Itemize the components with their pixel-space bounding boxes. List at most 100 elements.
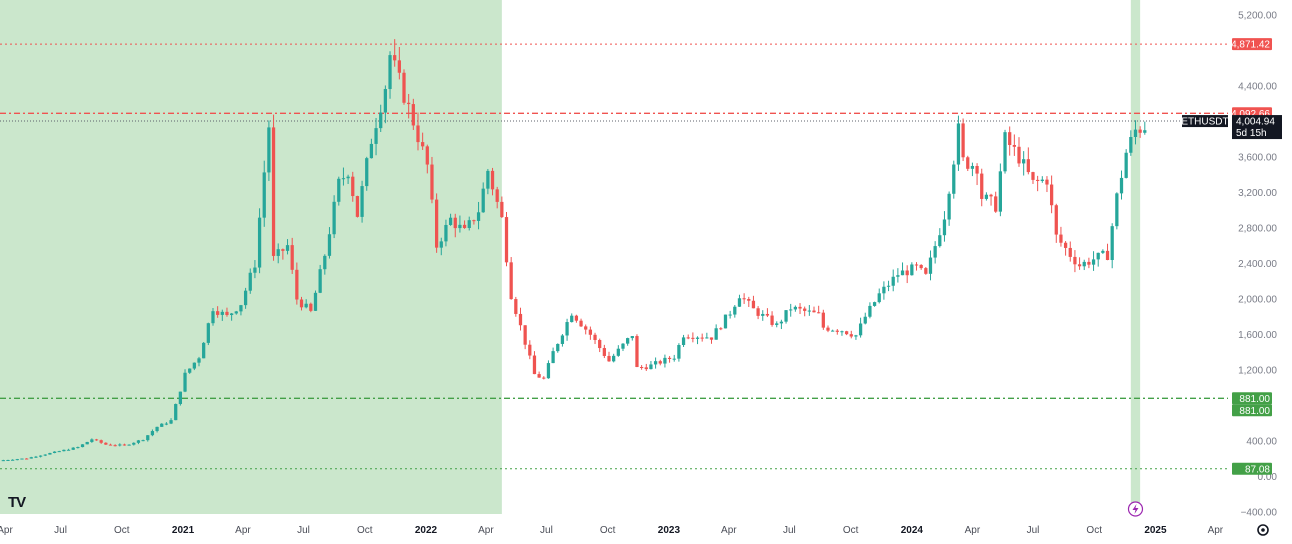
candle-body-12 (57, 451, 61, 453)
candle-body-225 (1049, 184, 1054, 206)
time-tick-5: Jul (297, 525, 310, 536)
candle-body-176 (821, 312, 825, 328)
candle-body-19 (90, 439, 94, 442)
candle-body-122 (570, 315, 574, 323)
price-tick-2: 3,600.00 (1238, 153, 1277, 164)
candle-body-162 (756, 308, 760, 316)
time-tick-12: Apr (721, 525, 737, 536)
candle-body-239 (1115, 193, 1119, 227)
candle-body-227 (1059, 234, 1063, 243)
candle-body-8 (38, 455, 43, 457)
tradingview-logo[interactable]: TV (8, 494, 26, 511)
candle-body-149 (695, 337, 700, 339)
price-tick-7: 1,600.00 (1238, 330, 1277, 341)
candle-body-200 (933, 246, 937, 258)
candle-body-159 (742, 298, 746, 300)
candle-body-230 (1073, 256, 1077, 265)
candle-body-92 (430, 164, 434, 200)
level-badge-label-1: 4,092.66 (1231, 109, 1270, 120)
candle-body-178 (831, 330, 835, 332)
time-tick-7: 2022 (415, 525, 438, 536)
candle-body-60 (281, 249, 285, 251)
candle-body-190 (886, 285, 891, 287)
candle-body-56 (262, 172, 266, 218)
time-tick-1: Jul (54, 525, 67, 536)
time-tick-6: Oct (357, 525, 373, 536)
level-badge-label-0: 4,871.42 (1231, 40, 1270, 51)
candle-body-134 (626, 338, 630, 344)
candle-body-226 (1054, 205, 1058, 235)
candle-body-112 (523, 325, 527, 345)
candle-body-130 (607, 355, 611, 362)
time-tick-11: 2023 (658, 525, 681, 536)
candle-body-74 (346, 176, 350, 179)
candle-body-1 (6, 459, 10, 461)
price-tick-8: 1,200.00 (1238, 366, 1277, 377)
level-badge-0 (1232, 38, 1272, 51)
time-tick-2: Oct (114, 525, 130, 536)
time-axis: Apr Jul Oct 2021 Apr Jul Oct 2022 Apr Jul Oct 2023 A… (0, 525, 1224, 536)
candle-body-71 (332, 201, 336, 235)
candle-body-9 (43, 454, 47, 456)
time-tick-14: Oct (843, 525, 859, 536)
candle-body-136 (635, 336, 639, 368)
candle-body-183 (854, 335, 858, 337)
candle-body-175 (817, 312, 821, 314)
candle-body-80 (374, 128, 378, 144)
time-tick-15: 2024 (901, 525, 924, 536)
candle-body-13 (62, 449, 66, 452)
candle-body-30 (141, 440, 145, 442)
candle-body-177 (826, 327, 830, 331)
candle-body-133 (621, 343, 625, 349)
candle-body-116 (542, 377, 546, 379)
time-tick-10: Oct (600, 525, 616, 536)
candle-body-4 (20, 458, 24, 460)
candle-body-96 (448, 217, 453, 225)
candle-body-189 (882, 286, 886, 294)
candle-body-21 (99, 440, 103, 443)
candle-body-245 (1143, 130, 1147, 133)
gear-icon[interactable] (1257, 524, 1269, 536)
candle-body-113 (528, 344, 532, 356)
candle-body-7 (34, 456, 38, 458)
candle-body-114 (532, 355, 537, 375)
time-tick-3: 2021 (172, 525, 195, 536)
candle-body-154 (719, 328, 723, 330)
candle-body-131 (612, 355, 616, 362)
candle-body-138 (644, 367, 648, 370)
candle-body-26 (122, 444, 127, 446)
candle-body-15 (71, 447, 75, 450)
candle-body-235 (1096, 252, 1100, 260)
candle-body-229 (1068, 247, 1072, 257)
candle-body-66 (309, 303, 313, 311)
candle-body-127 (593, 334, 597, 340)
candle-body-23 (108, 444, 113, 446)
candle-body-0 (1, 460, 5, 462)
candle-body-94 (439, 241, 443, 248)
price-tick-5: 2,400.00 (1238, 259, 1277, 270)
candle-body-69 (323, 255, 327, 270)
candle-body-217 (1012, 145, 1016, 147)
candle-body-6 (29, 457, 33, 459)
candle-body-81 (379, 112, 383, 129)
icons (1127, 501, 1269, 536)
candle-body-182 (849, 334, 853, 337)
candle-body-209 (975, 165, 979, 174)
time-tick-17: Jul (1027, 525, 1040, 536)
candle-body-166 (775, 323, 779, 325)
candle-body-58 (271, 127, 276, 256)
level-badge-4 (1232, 404, 1272, 417)
candle-body-42 (197, 358, 201, 363)
candle-body-97 (453, 217, 457, 229)
candle-body-179 (835, 330, 839, 332)
candle-body-202 (942, 219, 947, 236)
price-axis: 5,200.00 4,400.00 3,600.00 3,200.00 2,800.00… (1238, 11, 1277, 519)
candle-body-119 (556, 343, 560, 352)
lightning-glyph (1132, 504, 1139, 514)
time-tick-18: Oct (1086, 525, 1102, 536)
candle-body-237 (1105, 250, 1110, 261)
candle-body-143 (667, 357, 672, 359)
candle-body-221 (1031, 172, 1035, 180)
